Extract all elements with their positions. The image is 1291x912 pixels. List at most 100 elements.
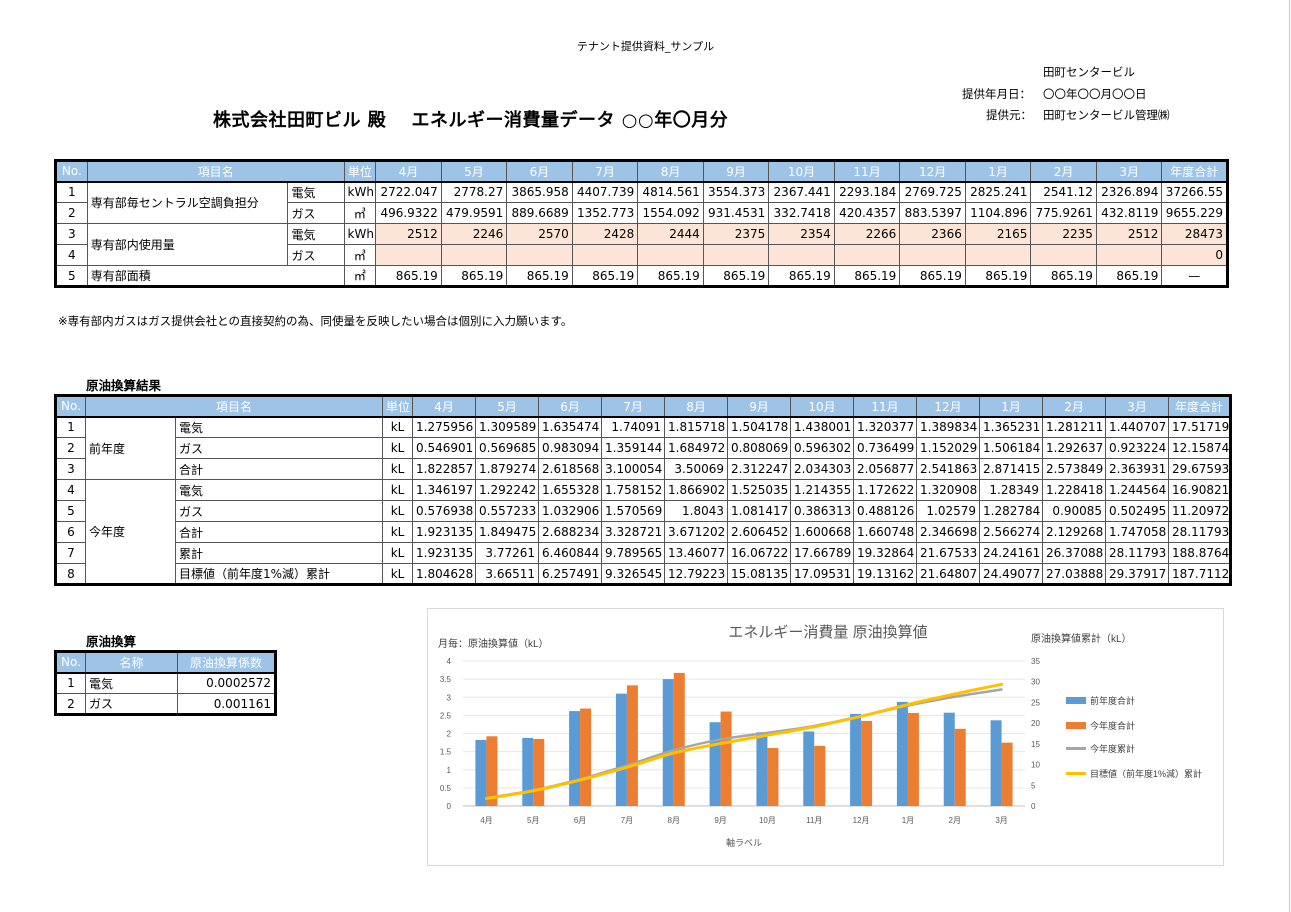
note-text: ※専有部内ガスはガス提供会社との直接契約の為、同使量を反映したい場合は個別に入力…: [58, 314, 573, 328]
value-cell: 1.346197: [412, 479, 477, 501]
value-cell: 865.19: [702, 265, 770, 287]
value-cell: 9.789565: [601, 542, 666, 564]
value-cell: 24.49077: [979, 563, 1044, 585]
value-cell: 865.19: [768, 265, 835, 287]
item-label: 合計: [174, 521, 384, 543]
value-cell: 1.281211: [1042, 416, 1107, 438]
value-cell: 1.282784: [979, 500, 1044, 522]
value-cell: 1.570569: [601, 500, 666, 522]
value-cell: 1.879274: [475, 458, 540, 480]
total-cell: 29.67593: [1168, 458, 1232, 480]
row-no: 2: [55, 437, 86, 459]
value-cell: 1.849475: [475, 521, 540, 543]
value-cell: 2246: [440, 223, 508, 245]
date-label: 提供年月日：: [962, 87, 1031, 101]
total-cell: 17.51719: [1168, 416, 1232, 438]
value-cell: [833, 244, 901, 266]
value-cell: 1.440707: [1105, 416, 1170, 438]
y-tick-label: 1: [447, 766, 452, 775]
bar-prev-total: [709, 722, 721, 806]
value-cell: [506, 244, 573, 266]
value-cell: 1.214355: [790, 479, 855, 501]
value-cell: [571, 244, 639, 266]
value-cell: 0.90085: [1042, 500, 1107, 522]
col-month: 11月: [833, 160, 901, 183]
date-value: 〇〇年〇〇月〇〇日: [1043, 87, 1147, 101]
value-cell: 1.747058: [1105, 521, 1170, 543]
y-tick-label: 2.5: [440, 711, 452, 720]
value-cell: 883.5397: [899, 202, 966, 224]
row-no: 1: [55, 416, 86, 438]
value-cell: 24.24161: [979, 542, 1044, 564]
total-cell: 0: [1161, 244, 1228, 266]
col-month: 9月: [727, 395, 792, 418]
value-cell: 1.292637: [1042, 437, 1107, 459]
value-cell: 28.11793: [1105, 542, 1170, 564]
energy-type: 電気: [287, 223, 345, 245]
unit: ㎡: [343, 265, 377, 287]
bar-prev-total: [475, 739, 487, 806]
value-cell: 1.504178: [727, 416, 792, 438]
value-cell: 2512: [375, 223, 442, 245]
total-cell: 9655.229: [1161, 202, 1228, 224]
row-no: 4: [55, 244, 88, 266]
value-cell: 2.573849: [1042, 458, 1107, 480]
value-cell: 2.871415: [979, 458, 1044, 480]
col-no: No.: [55, 651, 86, 674]
value-cell: 17.09531: [790, 563, 855, 585]
value-cell: 1.309589: [475, 416, 540, 438]
value-cell: 19.13162: [853, 563, 918, 585]
col-month: 3月: [1105, 395, 1170, 418]
group-label: 専有部内使用量: [86, 223, 289, 266]
unit: kWh: [343, 181, 377, 203]
bar-curr-total: [673, 672, 685, 806]
value-cell: 26.37088: [1042, 542, 1107, 564]
value-cell: 2.129268: [1042, 521, 1107, 543]
value-cell: 1.660748: [853, 521, 918, 543]
value-cell: 496.9322: [375, 202, 442, 224]
unit: ㎥: [343, 202, 377, 224]
table-row: 4 今年度 電気 kL 1.346197 1.292242 1.655328 1.758152…: [55, 479, 1232, 585]
value-cell: 2.056877: [853, 458, 918, 480]
value-cell: 1554.092: [637, 202, 704, 224]
bar-curr-total: [580, 708, 592, 806]
legend-swatch: [1066, 722, 1086, 729]
value-cell: 1.244564: [1105, 479, 1170, 501]
row-no: 4: [55, 479, 86, 501]
value-cell: 3.77261: [475, 542, 540, 564]
x-tick-label: 3月: [995, 816, 1007, 825]
value-cell: 0.808069: [727, 437, 792, 459]
value-cell: 1.8043: [664, 500, 729, 522]
value-cell: 4814.561: [637, 181, 704, 203]
y2-tick-label: 5: [1031, 781, 1036, 790]
legend-label: 今年度累計: [1090, 743, 1135, 754]
value-cell: 432.8119: [1095, 202, 1163, 224]
value-cell: 2235: [1030, 223, 1097, 245]
total-cell: 188.8764: [1168, 542, 1232, 564]
value-cell: 2326.894: [1095, 181, 1163, 203]
value-cell: 0.736499: [853, 437, 918, 459]
chart-title: エネルギー消費量 原油換算値: [728, 623, 927, 641]
value-cell: 3.671202: [664, 521, 729, 543]
coefficient-table: No. 名称 原油換算係数 1 電気 0.0002572 2 ガス 0.001161: [54, 650, 277, 716]
row-no: 8: [55, 563, 86, 585]
col-month: 9月: [702, 160, 770, 183]
value-cell: 15.08135: [727, 563, 792, 585]
value-cell: 9.326545: [601, 563, 666, 585]
x-tick-label: 8月: [668, 816, 680, 825]
col-month: 10月: [790, 395, 855, 418]
x-tick-label: 9月: [714, 816, 726, 825]
unit: kL: [382, 500, 414, 522]
x-tick-label: 12月: [853, 816, 870, 825]
value-cell: 1.320377: [853, 416, 918, 438]
value-cell: 1.758152: [601, 479, 666, 501]
page-edge: [1289, 0, 1290, 912]
value-cell: 2.688234: [538, 521, 603, 543]
value-cell: 420.4357: [833, 202, 901, 224]
value-cell: 1352.773: [571, 202, 639, 224]
value-cell: 865.19: [375, 265, 442, 287]
value-cell: 2293.184: [833, 181, 901, 203]
value-cell: 1.923135: [412, 521, 477, 543]
document-caption: テナント提供資料_サンプル: [576, 40, 715, 53]
item-label: ガス: [174, 437, 384, 459]
